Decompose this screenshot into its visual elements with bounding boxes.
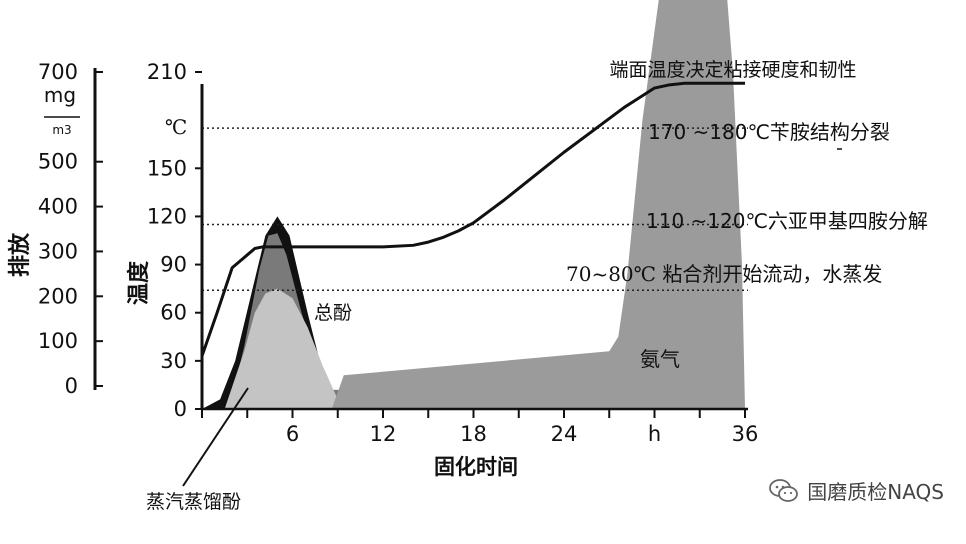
chart-title: 端面温度决定粘接硬度和韧性 (609, 59, 856, 81)
temperature-unit-label: ℃ (165, 115, 187, 139)
steam-phenol-leader-line (182, 387, 249, 487)
steam-distilled-phenol-label: 蒸汽蒸馏酚 (146, 491, 241, 513)
x-tick-label: 18 (460, 422, 487, 446)
temperature-tick-label: 150 (147, 156, 187, 180)
emission-tick-label: 200 (38, 284, 78, 308)
watermark-text: 国磨质检NAQS (807, 480, 944, 504)
x-unit-label: h (648, 422, 661, 446)
emission-tick-label: 0 (65, 374, 78, 398)
emission-areas (202, 0, 745, 409)
temperature-axis: 0 30 60 90 120 150 210 ℃ 温度 (126, 60, 202, 421)
emission-tick-label: 300 (38, 239, 78, 263)
emission-ticks: 0 100 200 300 400 500 700 (38, 60, 103, 398)
temperature-tick-label: 0 (174, 397, 187, 421)
x-tick-label: 12 (370, 422, 397, 446)
emission-tick-label: 400 (38, 195, 78, 219)
ammonia-area (331, 0, 745, 409)
emission-tick-label: 100 (38, 329, 78, 353)
threshold-lines (202, 127, 748, 291)
emission-tick-label: 500 (38, 150, 78, 174)
emission-axis-label: 排放 (7, 232, 33, 277)
total-phenol-label: 总酚 (314, 302, 352, 324)
temperature-axis-label: 温度 (126, 260, 152, 305)
temperature-curve (200, 81, 745, 357)
x-axis-ticks: 6 12 18 24 36 h (201, 409, 759, 446)
watermark: 国磨质检NAQS (769, 476, 944, 505)
threshold-label-benzylamine: 170 ~180℃苄胺结构分裂 (648, 120, 890, 144)
emission-tick-label: 700 (38, 60, 78, 84)
temperature-tick-label: 90 (160, 253, 187, 277)
wechat-icon (769, 478, 799, 504)
x-tick-label: 6 (286, 422, 299, 446)
x-tick-label: 36 (732, 422, 759, 446)
x-axis-label: 固化时间 (434, 455, 518, 479)
threshold-label-binder-flow: 70~80℃ 粘合剂开始流动，水蒸发 (566, 262, 882, 286)
temperature-curve-group (200, 81, 745, 357)
temperature-tick-label: 120 (147, 204, 187, 228)
threshold-label-hexamine: 110 ~120℃六亚甲基四胺分解 (646, 209, 928, 233)
temperature-tick-label: 210 (147, 60, 187, 84)
temperature-tick-label: 60 (160, 301, 187, 325)
x-tick-label: 24 (551, 422, 578, 446)
emission-axis: 0 100 200 300 400 500 700 mg m3 排放 (7, 60, 103, 398)
emission-unit-denominator: m3 (52, 123, 71, 137)
steam-distilled-phenol-area (224, 288, 343, 409)
ammonia-label: 氨气 (640, 347, 680, 371)
temperature-tick-label: 30 (160, 349, 187, 373)
emission-unit-numerator: mg (44, 83, 76, 107)
